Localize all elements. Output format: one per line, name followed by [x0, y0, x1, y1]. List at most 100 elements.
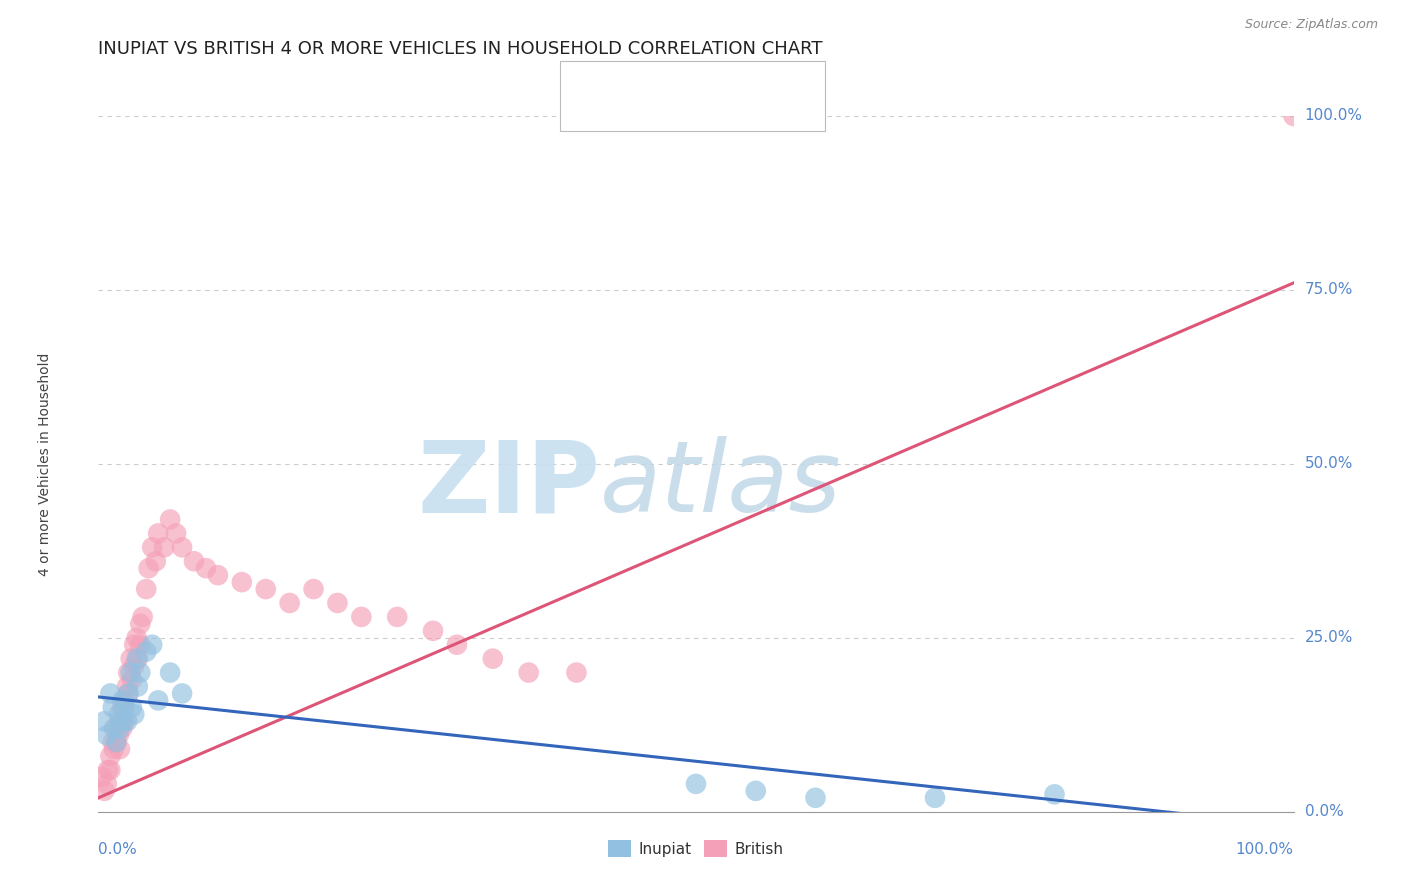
Point [924, 790, 946, 805]
Point [93, 714, 115, 729]
Text: 100.0%: 100.0% [1236, 842, 1294, 857]
Point [108, 714, 131, 729]
Point [105, 735, 128, 749]
Point [422, 624, 444, 638]
Point [114, 693, 136, 707]
Text: R = -0.639   N = 26: R = -0.639 N = 26 [606, 75, 756, 89]
Point [1282, 109, 1305, 123]
Point [117, 686, 139, 700]
Point [129, 665, 152, 680]
Point [1043, 788, 1066, 801]
Point [115, 714, 138, 729]
Point [302, 582, 325, 596]
Text: R =  0.708   N = 54: R = 0.708 N = 54 [606, 103, 755, 117]
Text: INUPIAT VS BRITISH 4 OR MORE VEHICLES IN HOUSEHOLD CORRELATION CHART: INUPIAT VS BRITISH 4 OR MORE VEHICLES IN… [98, 40, 823, 58]
Point [207, 568, 229, 582]
Point [481, 651, 505, 665]
Point [385, 610, 409, 624]
Point [129, 638, 152, 652]
Text: atlas: atlas [600, 436, 842, 533]
Point [111, 721, 134, 735]
Point [114, 714, 136, 729]
Point [145, 554, 167, 568]
Point [129, 616, 152, 631]
Point [159, 512, 181, 526]
Point [165, 526, 187, 541]
Point [120, 665, 142, 680]
Point [350, 610, 373, 624]
Point [93, 784, 115, 798]
Point [125, 651, 148, 665]
Point [141, 638, 163, 652]
Point [91, 770, 114, 784]
Point [131, 610, 153, 624]
Point [446, 638, 468, 652]
Point [326, 596, 349, 610]
Point [111, 693, 134, 707]
Point [135, 645, 157, 659]
Text: 0.0%: 0.0% [98, 842, 138, 857]
Text: 0.0%: 0.0% [1305, 805, 1343, 819]
Point [108, 742, 131, 756]
Point [101, 700, 124, 714]
Point [101, 735, 124, 749]
Point [804, 790, 827, 805]
Point [98, 686, 122, 700]
Point [117, 665, 139, 680]
Point [124, 638, 146, 652]
Legend: Inupiat, British: Inupiat, British [602, 834, 790, 863]
Point [138, 561, 160, 575]
Point [105, 735, 128, 749]
Point [103, 721, 125, 735]
Point [111, 700, 134, 714]
Point [125, 631, 148, 645]
Point [120, 651, 142, 665]
Text: 25.0%: 25.0% [1305, 631, 1353, 645]
Text: 50.0%: 50.0% [1305, 457, 1353, 471]
Point [114, 700, 136, 714]
Point [105, 721, 128, 735]
Point [685, 777, 707, 791]
Point [117, 686, 139, 700]
Text: 4 or more Vehicles in Household: 4 or more Vehicles in Household [38, 352, 52, 575]
Point [172, 686, 194, 700]
Point [107, 728, 129, 742]
Point [124, 707, 146, 722]
Point [172, 541, 194, 555]
Point [107, 707, 129, 722]
Point [97, 763, 120, 777]
Point [148, 526, 170, 541]
Point [135, 582, 157, 596]
Text: 75.0%: 75.0% [1305, 283, 1353, 297]
Point [121, 673, 143, 687]
Point [517, 665, 540, 680]
Point [565, 665, 588, 680]
Bar [574, 101, 598, 120]
Point [98, 749, 122, 764]
Point [115, 680, 138, 694]
Point [111, 714, 134, 729]
Point [148, 693, 170, 707]
Point [183, 554, 205, 568]
Point [745, 784, 768, 798]
Point [231, 575, 253, 590]
Point [108, 721, 131, 735]
Point [98, 763, 122, 777]
Text: Source: ZipAtlas.com: Source: ZipAtlas.com [1244, 18, 1378, 31]
Point [121, 700, 143, 714]
Point [278, 596, 301, 610]
Point [96, 777, 118, 791]
Point [127, 680, 149, 694]
Text: 100.0%: 100.0% [1305, 109, 1362, 123]
Point [254, 582, 277, 596]
Text: ZIP: ZIP [418, 436, 600, 533]
Point [153, 541, 176, 555]
Point [103, 742, 125, 756]
Point [124, 658, 146, 673]
Point [127, 651, 149, 665]
Bar [574, 72, 598, 92]
Point [141, 541, 163, 555]
Point [96, 728, 118, 742]
Point [194, 561, 217, 575]
Point [159, 665, 181, 680]
